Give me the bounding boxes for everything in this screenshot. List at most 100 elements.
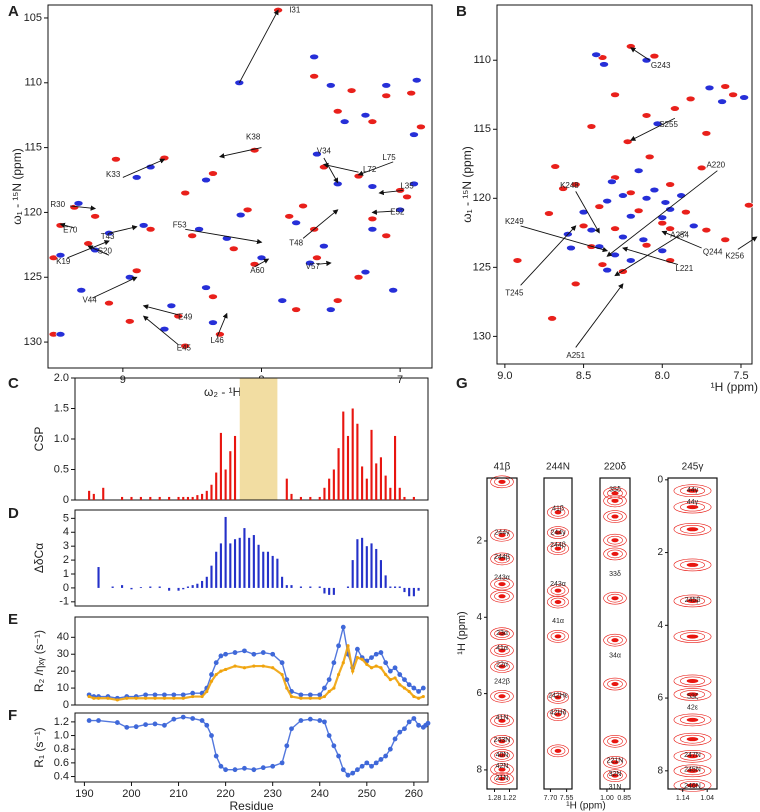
peak [701,130,712,137]
peak-label: 33δ [609,571,621,578]
peak [586,123,597,130]
series-point [416,696,421,700]
y-tick-label: 2 [657,547,663,558]
peak [554,510,562,515]
peak [686,527,699,532]
series-point [331,660,337,666]
peak-contour [603,735,627,748]
peak [688,222,699,230]
bar [309,586,312,588]
series-point [279,660,285,666]
peak-contour [673,484,712,498]
bar [323,487,326,500]
peak-label: 35δ [609,487,621,494]
peak [644,153,655,160]
peak [686,692,699,697]
series-point [383,660,389,666]
peak-label: K248 [560,181,579,190]
bar [168,587,171,591]
bar [219,543,222,588]
peak [625,43,636,50]
series-point [219,669,223,673]
bar [149,496,152,500]
bar [328,587,331,595]
bar [196,495,199,500]
peak [173,313,184,320]
peak-contour [679,502,706,512]
peak [744,202,754,209]
y-tick-label: 0 [63,699,69,711]
panel-letter: B [456,3,467,20]
y-axis-label: ω₁ - ¹⁵N (ppm) [10,148,24,224]
bar [271,555,274,588]
peak [649,52,660,60]
peak-contour [673,713,712,727]
series-point [416,722,421,728]
bar [337,448,340,500]
x-tick-label: 200 [122,788,140,800]
peak [138,222,149,229]
series-point [115,698,119,702]
series-point [209,672,214,677]
peak [686,505,699,510]
series-point [384,672,388,677]
peak-label: T48 [289,239,303,248]
peak-label: R30 [50,200,65,209]
peak-contour [679,596,706,606]
x-tick-label: 240 [311,788,329,800]
bar [398,586,401,588]
peak-label: 244γ [550,530,566,537]
peak-label: 42Hδ [550,709,567,716]
series-point [392,736,398,742]
peak [339,118,350,125]
series-point [402,726,407,732]
peak-label: V44 [82,296,97,305]
peak [638,236,649,243]
bar [332,469,335,500]
peak-contour [494,554,510,564]
bar [182,496,185,500]
peak-label: E45 [177,344,192,353]
assignment-arrow [322,162,359,173]
x-tick-label: 7.5 [733,370,748,382]
series-point [322,719,327,725]
series-point [125,696,129,700]
peak [670,105,680,112]
bar [346,586,350,588]
bar [102,487,105,500]
series-point [232,650,238,655]
bar [191,585,194,588]
bar [191,496,194,500]
y-tick-label: 0 [63,582,69,594]
peak [180,189,191,197]
peak [554,546,562,551]
peak [554,712,562,717]
assignment-arrow [59,222,75,229]
peak [291,306,301,313]
assignment-arrow [630,47,650,61]
bar [139,496,142,500]
peak-contour [494,765,510,774]
bar [229,451,232,500]
strip-title: 244N [546,462,570,473]
assignment-arrow [254,258,270,268]
peak-contour [607,593,623,603]
peak [411,77,422,84]
bar [276,558,279,588]
series-point [106,696,110,700]
series-point [298,718,304,723]
peak-contour [679,676,706,686]
assignment-arrow [122,158,166,178]
peak-contour [673,674,712,688]
series-point [331,743,337,749]
peak-label: Q244 [703,247,723,256]
series-point [218,763,224,769]
series-point [406,682,412,688]
x-axis-label: Residue [229,799,273,812]
bar [318,586,321,588]
peak [618,233,628,241]
series-point [411,685,417,691]
bar [111,586,114,588]
